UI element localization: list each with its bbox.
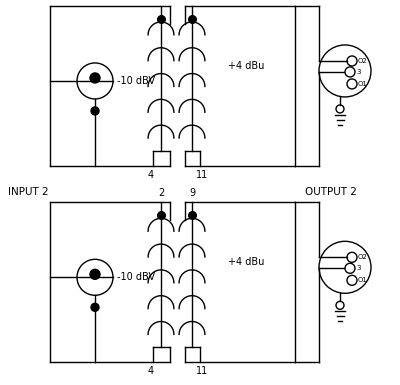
- Text: 4: 4: [148, 170, 154, 180]
- Text: O1: O1: [358, 81, 368, 87]
- Text: OUTPUT 1: OUTPUT 1: [305, 0, 357, 1]
- Text: O2: O2: [358, 254, 368, 260]
- Text: INPUT 1: INPUT 1: [8, 0, 49, 1]
- Text: 9: 9: [189, 188, 195, 198]
- Circle shape: [91, 107, 99, 115]
- Text: 9: 9: [189, 0, 195, 2]
- Text: +4 dBu: +4 dBu: [228, 61, 264, 71]
- Text: 2: 2: [158, 188, 164, 198]
- Circle shape: [90, 269, 100, 279]
- Circle shape: [90, 73, 100, 83]
- Text: 11: 11: [196, 366, 208, 376]
- Text: INPUT 2: INPUT 2: [8, 187, 49, 197]
- Text: O1: O1: [358, 277, 368, 283]
- Circle shape: [91, 303, 99, 311]
- Text: O2: O2: [358, 58, 368, 64]
- Text: 11: 11: [196, 170, 208, 180]
- Text: 4: 4: [148, 366, 154, 376]
- Text: 3: 3: [356, 265, 360, 271]
- Text: -10 dBV: -10 dBV: [117, 76, 155, 86]
- Text: 2: 2: [158, 0, 164, 2]
- Text: OUTPUT 2: OUTPUT 2: [305, 187, 357, 197]
- Text: 3: 3: [356, 69, 360, 75]
- Text: +4 dBu: +4 dBu: [228, 257, 264, 267]
- Text: -10 dBV: -10 dBV: [117, 272, 155, 282]
